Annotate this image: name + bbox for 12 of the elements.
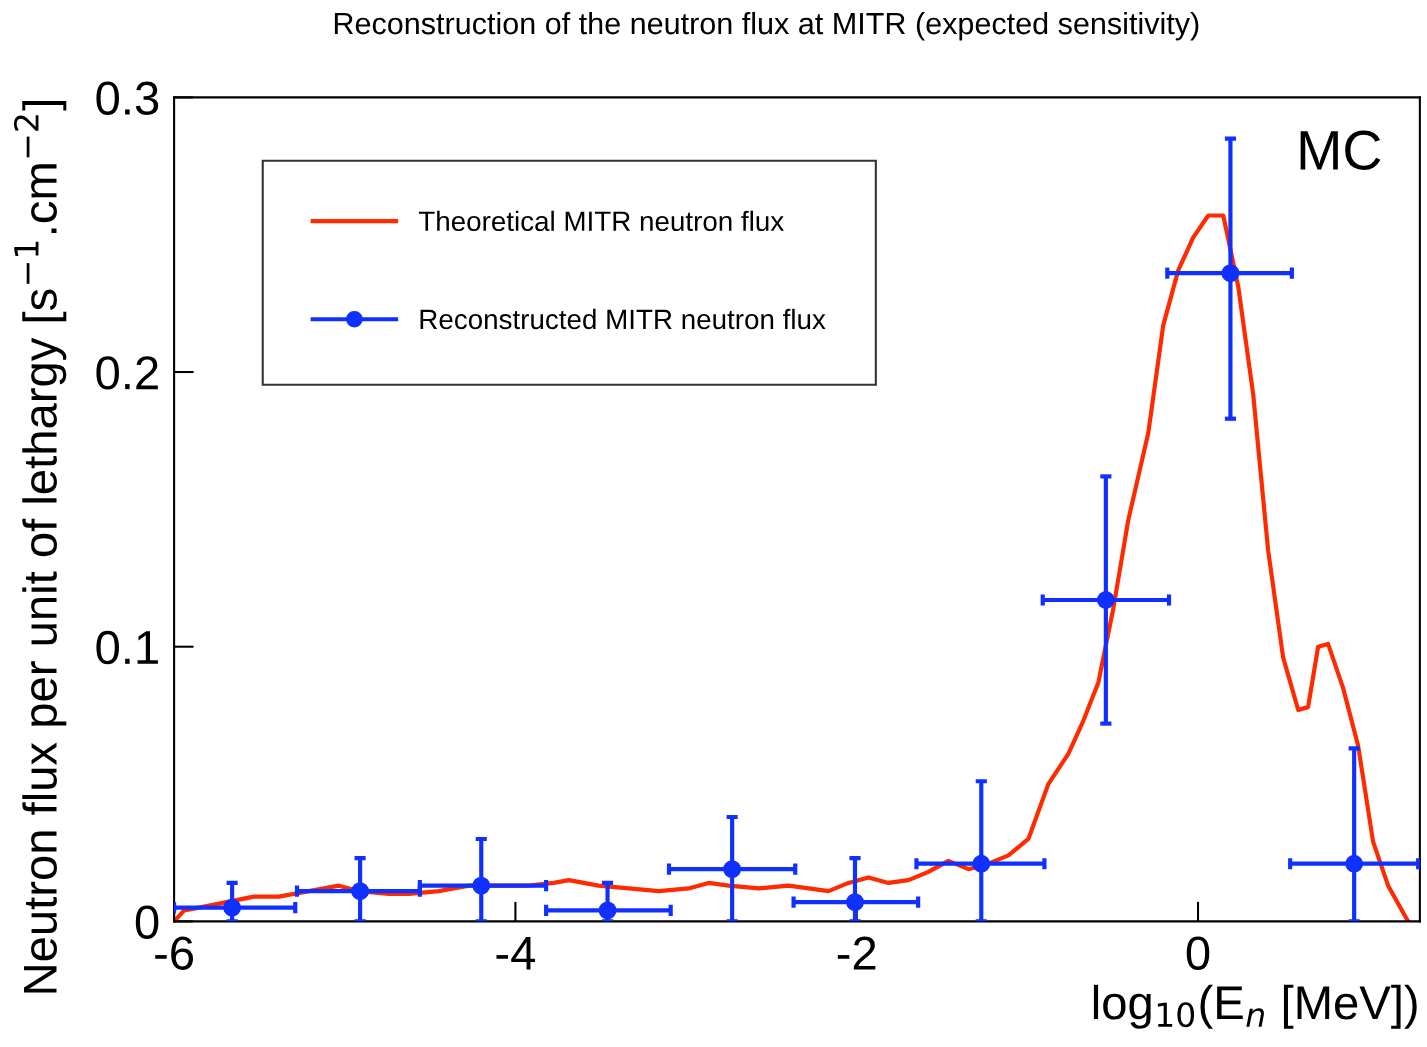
x-tick-label: -2 (837, 936, 876, 970)
chart-title: Reconstruction of the neutron flux at MITR (expected sensitivity) (334, 11, 1199, 41)
y-tick-label: 0.3 (96, 81, 159, 115)
y-tick-label: 0.2 (96, 356, 158, 390)
y-axis-title: Neutron flux per unit of lethargy [s$^{−1}$.cm$^{−2}$] (13, 101, 67, 993)
x-tick-label: -4 (496, 936, 536, 970)
x-tick-label: 0 (1186, 936, 1210, 970)
x-axis-title: log$_{10}$(E$_{n}$ [MeV]) (1093, 984, 1417, 1029)
legend-label: Theoretical MITR neutron flux (418, 210, 784, 232)
annotation: MC (1300, 130, 1381, 170)
y-tick-label: 0.1 (96, 630, 158, 665)
legend-label: Reconstructed MITR neutron flux (420, 308, 826, 330)
